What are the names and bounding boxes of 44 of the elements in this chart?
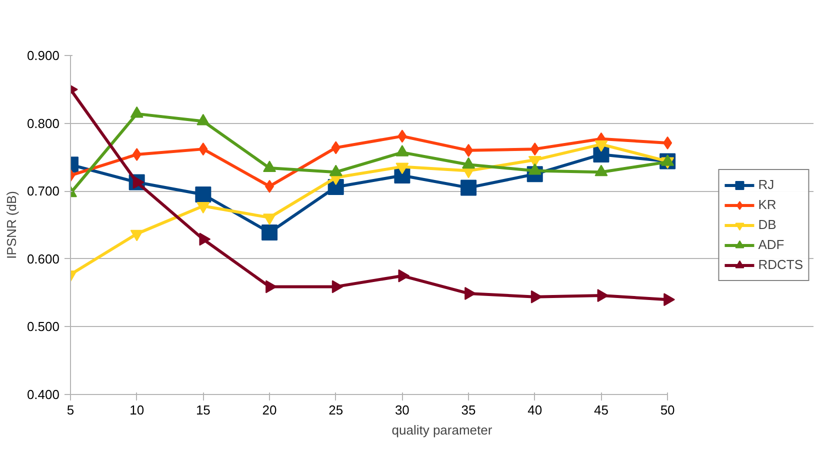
x-tick-label: 5 — [66, 402, 74, 418]
y-axis-title: IPSNR (dB) — [4, 191, 19, 259]
x-axis-title: quality parameter — [392, 422, 493, 438]
point — [265, 180, 274, 193]
legend-label: ADF — [758, 237, 784, 252]
y-tick-label: 0.400 — [26, 387, 60, 402]
x-tick-label: 15 — [196, 402, 210, 418]
x-tick-label: 35 — [461, 402, 476, 418]
point — [460, 180, 477, 196]
x-tick-label: 40 — [528, 402, 542, 418]
point — [464, 286, 476, 300]
legend-label: KR — [758, 197, 778, 212]
x-tick-label: 20 — [262, 402, 277, 418]
point — [398, 269, 410, 282]
point — [198, 142, 208, 156]
point — [464, 144, 474, 157]
point — [398, 130, 407, 143]
legend-label: DB — [758, 217, 778, 232]
y-tick-label: 0.500 — [26, 319, 60, 334]
point — [132, 148, 142, 161]
x-tick-label: 50 — [660, 402, 675, 418]
point — [664, 293, 675, 306]
y-tick-label: 0.700 — [26, 184, 60, 199]
y-tick-label: 0.900 — [26, 48, 60, 63]
point — [199, 232, 211, 246]
point — [593, 146, 610, 162]
point — [132, 176, 144, 189]
x-tick-label: 30 — [394, 402, 410, 418]
point — [266, 280, 277, 294]
y-tick-label: 0.800 — [26, 116, 60, 131]
point — [262, 224, 278, 240]
point — [663, 136, 672, 150]
point — [530, 290, 542, 304]
point — [597, 289, 609, 302]
x-tick-label: 10 — [130, 402, 144, 418]
point — [530, 142, 540, 156]
legend-label: RJ — [758, 177, 776, 192]
point — [332, 280, 344, 294]
point — [195, 186, 212, 202]
x-tick-label: 25 — [328, 402, 344, 418]
legend-label: RDCTS — [758, 257, 803, 272]
point — [331, 141, 340, 154]
x-tick-label: 45 — [594, 402, 608, 418]
y-tick-label: 0.600 — [26, 251, 60, 266]
